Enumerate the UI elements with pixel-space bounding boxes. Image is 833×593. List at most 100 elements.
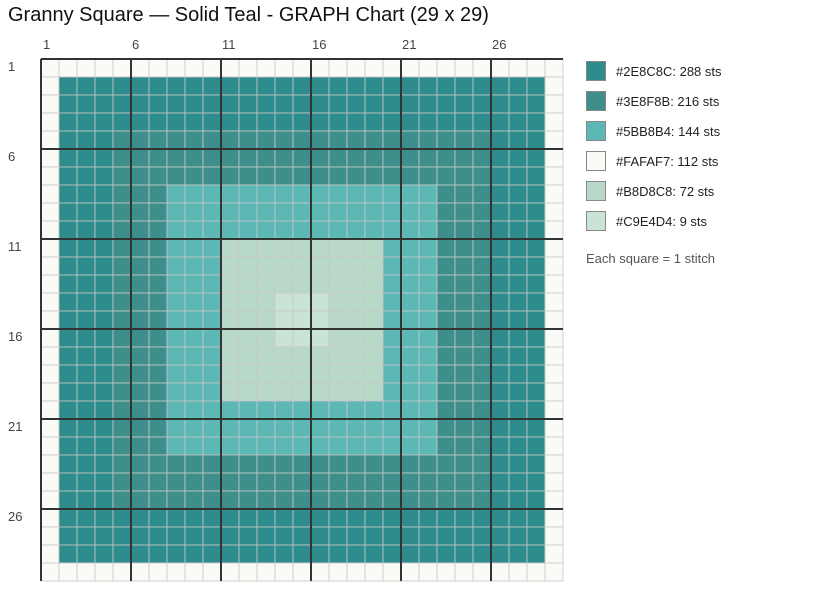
stitch-cell — [58, 112, 78, 132]
chart-title: Granny Square — Solid Teal - GRAPH Chart… — [8, 4, 489, 26]
stitch-cell — [472, 382, 492, 402]
stitch-cell — [400, 94, 420, 114]
column-label: 26 — [492, 37, 507, 52]
stitch-cell — [328, 544, 348, 564]
stitch-cell — [202, 274, 222, 294]
stitch-cell — [238, 310, 258, 330]
stitch-cell — [76, 220, 96, 240]
stitch-cell — [436, 310, 456, 330]
stitch-cell — [364, 58, 384, 78]
stitch-cell — [346, 148, 366, 168]
stitch-cell — [508, 94, 528, 114]
stitch-cell — [418, 544, 438, 564]
stitch-cell — [130, 166, 150, 186]
stitch-cell — [166, 490, 186, 510]
legend-label: #FAFAF7: 112 sts — [616, 154, 719, 169]
stitch-cell — [310, 418, 330, 438]
stitch-cell — [364, 544, 384, 564]
stitch-cell — [58, 256, 78, 276]
stitch-cell — [400, 238, 420, 258]
stitch-cell — [148, 526, 168, 546]
stitch-cell — [202, 454, 222, 474]
stitch-cell — [454, 328, 474, 348]
stitch-cell — [40, 184, 60, 204]
stitch-cell — [94, 292, 114, 312]
stitch-cell — [274, 454, 294, 474]
stitch-cell — [346, 202, 366, 222]
stitch-cell — [472, 490, 492, 510]
stitch-cell — [544, 364, 564, 384]
legend-label: #5BB8B4: 144 sts — [616, 124, 721, 139]
stitch-cell — [490, 346, 510, 366]
legend-label: #3E8F8B: 216 sts — [616, 94, 720, 109]
stitch-cell — [544, 526, 564, 546]
stitch-cell — [58, 454, 78, 474]
stitch-cell — [238, 382, 258, 402]
stitch-cell — [346, 130, 366, 150]
stitch-cell — [238, 238, 258, 258]
stitch-cell — [418, 436, 438, 456]
stitch-cell — [526, 130, 546, 150]
stitch-cell — [274, 526, 294, 546]
stitch-cell — [382, 526, 402, 546]
stitch-cell — [58, 346, 78, 366]
stitch-cell — [166, 292, 186, 312]
stitch-cell — [40, 436, 60, 456]
stitch-cell — [184, 274, 204, 294]
stitch-cell — [400, 184, 420, 204]
stitch-cell — [184, 382, 204, 402]
stitch-cell — [472, 400, 492, 420]
stitch-cell — [220, 544, 240, 564]
stitch-cell — [310, 274, 330, 294]
column-label: 11 — [222, 37, 236, 52]
stitch-cell — [436, 202, 456, 222]
stitch-cell — [310, 328, 330, 348]
stitch-cell — [202, 112, 222, 132]
stitch-cell — [112, 472, 132, 492]
stitch-cell — [130, 436, 150, 456]
stitch-cell — [202, 364, 222, 384]
stitch-cell — [94, 346, 114, 366]
stitch-cell — [220, 94, 240, 114]
stitch-cell — [58, 400, 78, 420]
stitch-cell — [490, 220, 510, 240]
stitch-cell — [40, 346, 60, 366]
stitch-cell — [346, 310, 366, 330]
stitch-cell — [544, 76, 564, 96]
stitch-cell — [292, 544, 312, 564]
stitch-cell — [166, 148, 186, 168]
stitch-cell — [166, 544, 186, 564]
stitch-cell — [256, 184, 276, 204]
stitch-cell — [544, 418, 564, 438]
stitch-cell — [400, 562, 420, 582]
stitch-cell — [472, 76, 492, 96]
stitch-cell — [76, 328, 96, 348]
stitch-cell — [346, 346, 366, 366]
stitch-cell — [58, 472, 78, 492]
stitch-cell — [112, 238, 132, 258]
stitch-cell — [526, 76, 546, 96]
stitch-cell — [76, 130, 96, 150]
stitch-cell — [418, 562, 438, 582]
stitch-cell — [238, 508, 258, 528]
stitch-cell — [166, 436, 186, 456]
stitch-cell — [328, 274, 348, 294]
stitch-cell — [436, 472, 456, 492]
stitch-cell — [454, 256, 474, 276]
stitch-cell — [40, 130, 60, 150]
stitch-cell — [58, 58, 78, 78]
stitch-cell — [292, 76, 312, 96]
stitch-cell — [472, 112, 492, 132]
stitch-cell — [58, 562, 78, 582]
stitch-cell — [148, 490, 168, 510]
stitch-cell — [256, 274, 276, 294]
color-swatch — [586, 61, 606, 81]
stitch-cell — [220, 292, 240, 312]
stitch-cell — [130, 238, 150, 258]
stitch-cell — [112, 166, 132, 186]
stitch-cell — [112, 508, 132, 528]
stitch-cell — [346, 274, 366, 294]
stitch-cell — [130, 562, 150, 582]
stitch-cell — [382, 148, 402, 168]
stitch-cell — [184, 472, 204, 492]
